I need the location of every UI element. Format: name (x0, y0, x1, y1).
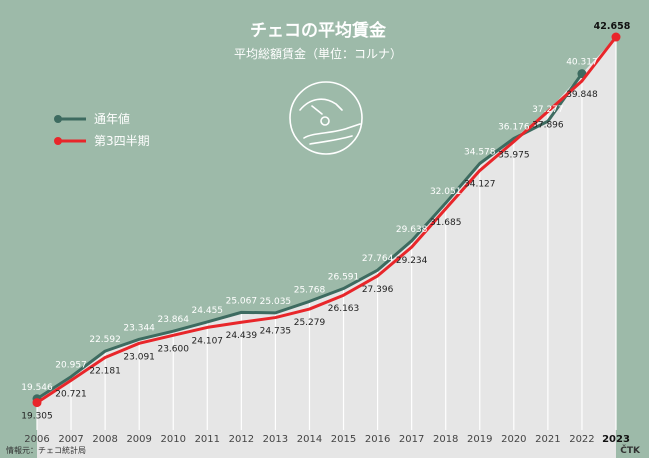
annual-label-2007: 20.957 (55, 361, 87, 371)
annual-label-2009: 23.344 (123, 323, 155, 333)
legend-label-annual: 通年値 (94, 111, 130, 126)
q3-label-2022: 39.848 (566, 90, 598, 100)
q3-series-line (35, 35, 618, 405)
q3-label-2020: 35.975 (498, 151, 530, 161)
chart-subtitle: 平均総額賃金（単位：コルナ） (234, 46, 402, 61)
q3-label-2009: 23.091 (123, 352, 155, 362)
x-tick-2016: 2016 (365, 434, 390, 445)
q3-point-2006 (32, 398, 42, 408)
annual-series-line (35, 72, 584, 401)
x-tick-2018: 2018 (433, 434, 458, 445)
q3-label-2017: 29.234 (396, 256, 428, 266)
x-tick-2021: 2021 (535, 434, 560, 445)
q3-label-2011: 24.107 (192, 336, 224, 346)
x-tick-2013: 2013 (263, 434, 288, 445)
annual-label-2012: 25.067 (226, 296, 258, 306)
q3-label-2016: 27.396 (362, 285, 394, 295)
x-tick-2008: 2008 (92, 434, 117, 445)
x-tick-2010: 2010 (161, 434, 186, 445)
grey-area-under-curve (37, 37, 616, 458)
vertical-stems (36, 37, 617, 430)
legend-marker-q3 (54, 137, 62, 145)
x-tick-2006: 2006 (24, 434, 49, 445)
x-tick-2009: 2009 (126, 434, 151, 445)
x-tick-2023: 2023 (602, 434, 630, 445)
annual-label-2020: 36.176 (498, 122, 530, 132)
x-tick-2015: 2015 (331, 434, 356, 445)
annual-label-2015: 26.591 (328, 273, 360, 283)
x-tick-2019: 2019 (467, 434, 492, 445)
annual-label-2014: 25.768 (294, 285, 326, 295)
q3-label-2014: 25.279 (294, 318, 326, 328)
series-lines (32, 32, 621, 408)
annual-label-2017: 29.638 (396, 225, 428, 235)
chart-title: チェコの平均賃金 (250, 20, 387, 41)
q3-label-2015: 26.163 (328, 304, 360, 314)
q3-label-2012: 24.439 (226, 331, 258, 341)
annual-label-2016: 27.764 (362, 254, 394, 264)
q3-label-2021: 37.896 (532, 121, 564, 131)
point-labels: 19.54620.95722.59223.34423.86424.45525.0… (21, 21, 630, 422)
legend-label-q3: 第3四半期 (94, 134, 150, 148)
annual-label-2006: 19.546 (21, 383, 53, 393)
annual-label-2021: 37.277 (532, 105, 564, 115)
legend: 通年値 第3四半期 (54, 111, 150, 148)
x-tick-2020: 2020 (501, 434, 526, 445)
annual-label-2011: 24.455 (192, 306, 224, 316)
q3-point-2023 (611, 32, 621, 42)
x-tick-2012: 2012 (229, 434, 254, 445)
x-tick-2017: 2017 (399, 434, 424, 445)
q3-label-2010: 23.600 (157, 344, 189, 354)
q3-label-2018: 31.685 (430, 218, 462, 228)
x-tick-2007: 2007 (58, 434, 83, 445)
legend-marker-annual (54, 115, 62, 123)
annual-label-2022: 40.317 (566, 58, 598, 68)
annual-label-2008: 22.592 (89, 335, 121, 345)
q3-label-2006: 19.305 (21, 412, 53, 422)
source-note: 情報元：チェコ統計局 (6, 445, 86, 455)
annual-label-2010: 23.864 (157, 315, 189, 325)
x-tick-2022: 2022 (569, 434, 594, 445)
annual-label-2013: 25.035 (260, 297, 292, 307)
x-tick-2014: 2014 (297, 434, 322, 445)
q3-label-2008: 22.181 (89, 367, 121, 377)
annual-label-2018: 32.051 (430, 187, 462, 197)
x-tick-2011: 2011 (195, 434, 220, 445)
x-axis-ticks: 2006 2007 2008 2009 2010 2011 2012 2013 2014 2015… (24, 434, 630, 445)
annual-label-2019: 34.578 (464, 147, 496, 157)
q3-label-2007: 20.721 (55, 389, 87, 399)
q3-label-2013: 24.735 (260, 327, 292, 337)
q3-label-2023: 42.658 (594, 21, 631, 32)
q3-label-2019: 34.127 (464, 180, 496, 190)
brand-mark: ČTK (620, 444, 641, 456)
hands-coin-icon (289, 81, 363, 155)
